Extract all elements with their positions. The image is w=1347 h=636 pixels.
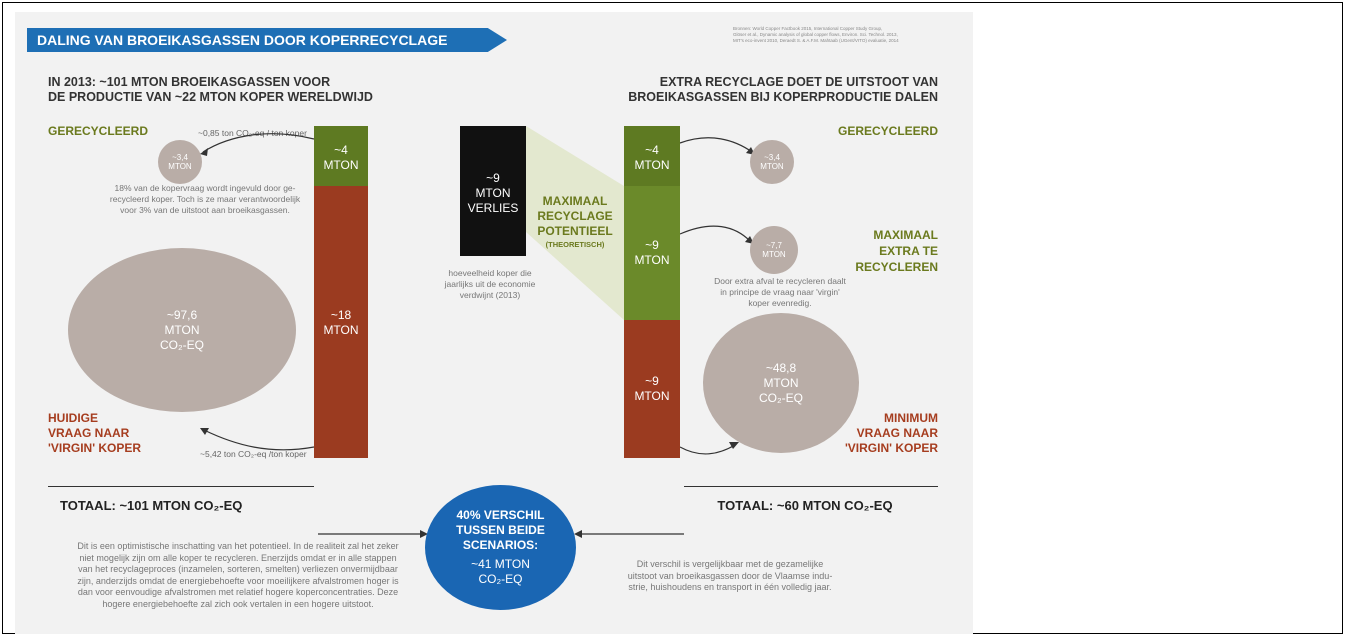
- right-bottom-note: Dit verschil is vergelijkbaar met de gez…: [627, 559, 833, 592]
- left-virgin-label: HUIDIGE VRAAG NAAR 'VIRGIN' KOPER: [48, 411, 142, 455]
- left-heading: IN 2013: ~101 MTON BROEIKASGASSEN VOOR D…: [48, 75, 373, 104]
- left-recycled-factor: ~0,85 ton CO₂-eq / ton koper: [198, 128, 307, 138]
- right-extra-circle: ~7,7 MTON: [750, 226, 798, 274]
- left-bar-virgin-label: ~18 MTON: [323, 308, 359, 337]
- left-recycled-note: 18% van de kopervraag wordt ingevuld doo…: [109, 183, 301, 215]
- difference-circle: 40% VERSCHIL TUSSEN BEIDE SCENARIOS: ~41…: [425, 485, 576, 610]
- right-bar-virgin-label: ~9 MTON: [634, 374, 670, 403]
- right-extra-note: Door extra afval te recycleren daalt in …: [714, 276, 846, 308]
- potential-sub: (THEORETISCH): [545, 240, 605, 249]
- difference-circle-top: 40% VERSCHIL TUSSEN BEIDE SCENARIOS:: [456, 508, 545, 552]
- left-recycled-circle: ~3,4 MTON: [158, 140, 202, 184]
- right-bar-virgin: [624, 320, 680, 458]
- left-total-line: [48, 486, 314, 487]
- right-total: TOTAAL: ~60 MTON CO₂-EQ: [717, 498, 893, 513]
- right-extra-label: MAXIMAAL EXTRA TE RECYCLEREN: [855, 228, 938, 274]
- left-virgin-factor: ~5,42 ton CO₂-eq /ton koper: [200, 449, 307, 459]
- left-total: TOTAAL: ~101 MTON CO₂-EQ: [60, 498, 243, 513]
- right-bar-recycled-label: ~4 MTON: [634, 143, 670, 172]
- left-bar-virgin: [314, 186, 368, 458]
- left-virgin-circle: ~97,6 MTON CO₂-EQ: [68, 248, 296, 412]
- loss-box-label: ~9 MTON VERLIES: [467, 171, 519, 215]
- loss-box: [460, 126, 526, 256]
- left-bottom-note: Dit is een optimistische inschatting van…: [77, 541, 399, 609]
- difference-circle-bottom: ~41 MTON CO₂-EQ: [471, 557, 530, 586]
- left-bar-recycled: [314, 126, 368, 186]
- right-recycled-label: GERECYCLEERD: [837, 124, 938, 138]
- right-total-line: [684, 486, 938, 487]
- right-heading: EXTRA RECYCLAGE DOET DE UITSTOOT VAN BRO…: [628, 75, 938, 104]
- right-virgin-circle: ~48,8 MTON CO₂-EQ: [703, 313, 859, 453]
- right-bar-extra: [624, 186, 680, 320]
- sources-note: Bronnen: World Copper Factbook 2015, Int…: [733, 26, 899, 43]
- potential-label: MAXIMAAL RECYCLAGE POTENTIEEL: [537, 194, 613, 238]
- right-bar-recycled: [624, 126, 680, 186]
- right-virgin-label: MINIMUM VRAAG NAAR 'VIRGIN' KOPER: [844, 411, 938, 455]
- title-banner: DALING VAN BROEIKASGASSEN DOOR KOPERRECY…: [27, 28, 507, 52]
- left-recycled-label: GERECYCLEERD: [48, 124, 149, 138]
- loss-note: hoeveelheid koper die jaarlijks uit de e…: [444, 268, 536, 300]
- right-bar-extra-label: ~9 MTON: [634, 238, 670, 267]
- right-recycled-circle: ~3,4 MTON: [750, 140, 794, 184]
- left-bar-recycled-label: ~4 MTON: [323, 143, 359, 172]
